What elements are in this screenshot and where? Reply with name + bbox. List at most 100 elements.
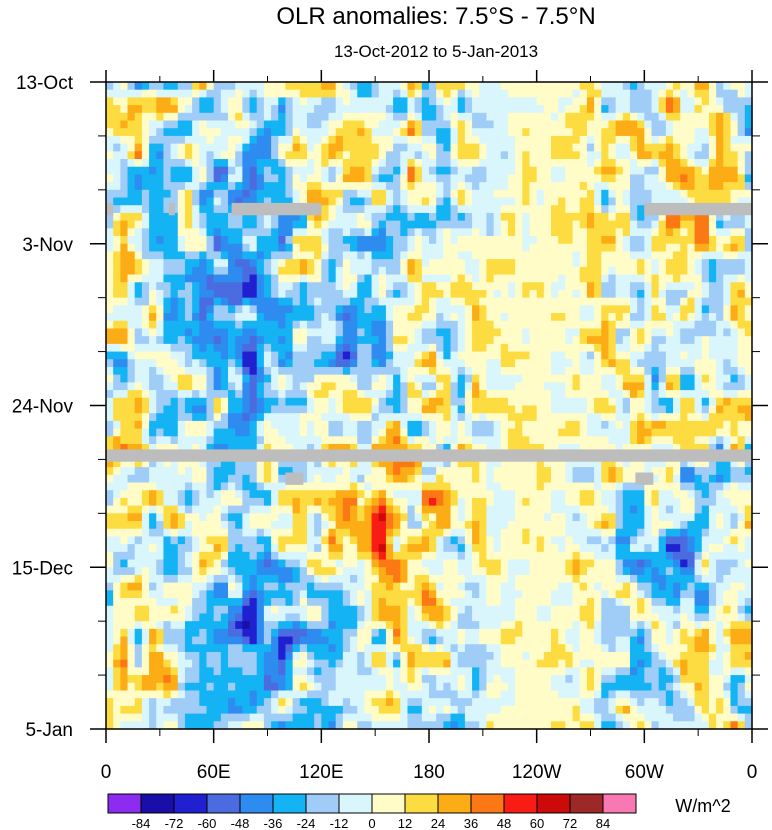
anomaly-cell <box>565 305 574 314</box>
anomaly-cell <box>500 112 509 122</box>
anomaly-cell <box>364 182 373 191</box>
anomaly-cell <box>213 405 222 414</box>
anomaly-cell <box>120 459 129 468</box>
anomaly-cell <box>737 174 746 183</box>
anomaly-cell <box>106 413 114 422</box>
anomaly-cell <box>213 274 222 283</box>
anomaly-cell <box>350 97 358 106</box>
anomaly-cell <box>522 474 531 484</box>
anomaly-cell <box>522 390 531 399</box>
anomaly-cell <box>235 197 243 206</box>
anomaly-cell <box>393 405 401 414</box>
anomaly-cell <box>285 89 294 98</box>
anomaly-cell <box>213 151 222 160</box>
anomaly-cell <box>594 236 602 245</box>
anomaly-cell <box>673 120 681 129</box>
anomaly-cell <box>364 305 373 314</box>
anomaly-cell <box>701 166 710 176</box>
anomaly-cell <box>479 289 488 299</box>
anomaly-cell <box>256 212 265 222</box>
anomaly-cell <box>450 282 459 291</box>
anomaly-cell <box>285 236 294 245</box>
anomaly-cell <box>306 505 315 514</box>
anomaly-cell <box>285 297 294 306</box>
anomaly-cell <box>637 112 645 122</box>
anomaly-cell <box>493 482 502 491</box>
anomaly-cell <box>486 282 495 291</box>
anomaly-cell <box>192 166 200 176</box>
anomaly-cell <box>199 474 208 484</box>
anomaly-cell <box>263 482 272 491</box>
anomaly-cell <box>457 105 466 114</box>
anomaly-cell <box>622 474 631 484</box>
anomaly-cell <box>565 313 574 322</box>
anomaly-cell <box>149 236 157 245</box>
anomaly-cell <box>149 143 157 152</box>
anomaly-cell <box>400 266 409 276</box>
anomaly-cell <box>565 413 574 422</box>
anomaly-cell <box>285 343 294 353</box>
anomaly-cell <box>156 390 165 399</box>
anomaly-cell <box>651 343 660 353</box>
anomaly-cell <box>558 97 566 106</box>
anomaly-cell <box>285 320 294 330</box>
anomaly-cell <box>127 413 136 422</box>
anomaly-cell <box>278 313 287 322</box>
anomaly-cell <box>235 143 243 152</box>
anomaly-cell <box>285 174 294 183</box>
anomaly-cell <box>385 82 394 91</box>
anomaly-cell <box>694 128 703 137</box>
anomaly-cell <box>565 128 574 137</box>
anomaly-cell <box>228 197 236 206</box>
anomaly-cell <box>601 444 610 453</box>
anomaly-cell <box>393 366 401 376</box>
anomaly-cell <box>242 497 251 507</box>
anomaly-cell <box>493 236 502 245</box>
anomaly-cell <box>500 474 509 484</box>
anomaly-cell <box>306 274 315 283</box>
anomaly-cell <box>651 251 660 260</box>
anomaly-cell <box>543 297 552 306</box>
anomaly-cell <box>407 382 416 391</box>
anomaly-cell <box>421 251 430 260</box>
anomaly-cell <box>443 328 452 337</box>
anomaly-cell <box>723 313 732 322</box>
anomaly-cell <box>486 166 495 176</box>
anomaly-cell <box>680 336 688 345</box>
anomaly-cell <box>364 505 373 514</box>
anomaly-cell <box>673 474 681 484</box>
anomaly-cell <box>601 305 610 314</box>
anomaly-cell <box>134 97 143 106</box>
anomaly-cell <box>486 135 495 145</box>
anomaly-cell <box>220 405 229 414</box>
anomaly-cell <box>536 259 545 268</box>
anomaly-cell <box>608 397 617 407</box>
anomaly-cell <box>629 274 638 283</box>
anomaly-cell <box>113 82 121 91</box>
anomaly-cell <box>601 112 610 122</box>
anomaly-cell <box>120 228 129 237</box>
anomaly-cell <box>629 374 638 383</box>
anomaly-cell <box>206 243 215 253</box>
anomaly-cell <box>529 328 538 337</box>
anomaly-cell <box>629 482 638 491</box>
anomaly-cell <box>177 320 186 330</box>
anomaly-cell <box>292 397 301 407</box>
anomaly-cell <box>393 413 401 422</box>
anomaly-cell <box>472 397 480 407</box>
anomaly-cell <box>687 112 696 122</box>
anomaly-cell <box>608 313 617 322</box>
anomaly-cell <box>299 397 308 407</box>
anomaly-cell <box>228 467 236 476</box>
anomaly-cell <box>249 343 258 353</box>
anomaly-cell <box>113 482 121 491</box>
anomaly-cell <box>306 166 315 176</box>
anomaly-cell <box>601 197 610 206</box>
anomaly-cell <box>730 320 739 330</box>
anomaly-cell <box>558 220 566 229</box>
anomaly-cell <box>350 251 358 260</box>
anomaly-cell <box>701 313 710 322</box>
anomaly-cell <box>723 274 732 283</box>
anomaly-cell <box>436 228 444 237</box>
anomaly-cell <box>464 197 473 206</box>
